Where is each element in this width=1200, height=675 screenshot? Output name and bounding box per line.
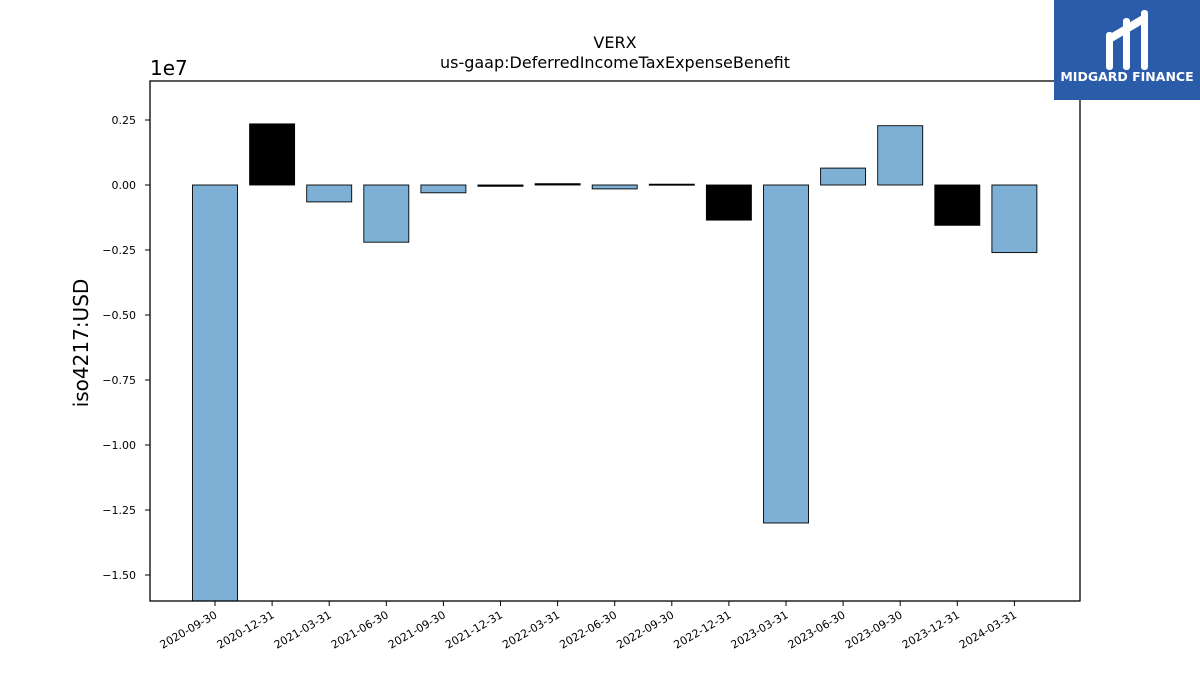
x-tick-label: 2023-09-30 bbox=[843, 608, 905, 651]
bar-2022-12-31 bbox=[705, 184, 752, 221]
x-tick-label: 2023-03-31 bbox=[729, 608, 791, 651]
bar-2021-12-31 bbox=[477, 184, 524, 187]
bar-2020-09-30 bbox=[192, 184, 238, 602]
x-tick-label: 2022-09-30 bbox=[614, 608, 676, 651]
x-tick-label: 2023-06-30 bbox=[786, 608, 848, 651]
bar-2020-12-31 bbox=[249, 123, 296, 186]
bar-2021-06-30 bbox=[363, 184, 410, 243]
x-tick-label: 2020-09-30 bbox=[158, 608, 220, 651]
y-tick-label: 0.25 bbox=[112, 114, 137, 127]
x-tick-label: 2021-12-31 bbox=[443, 608, 505, 651]
y-axis-label: iso4217:USD bbox=[69, 279, 93, 408]
x-tick-label: 2024-03-31 bbox=[957, 608, 1019, 651]
x-tick-label: 2021-09-30 bbox=[386, 608, 448, 651]
y-tick-label: −0.25 bbox=[102, 244, 136, 257]
x-tick-label: 2023-12-31 bbox=[900, 608, 962, 651]
chart-subtitle: us-gaap:DeferredIncomeTaxExpenseBenefit bbox=[440, 53, 790, 72]
bar-2023-09-30 bbox=[877, 125, 924, 186]
y-tick-label: −0.75 bbox=[102, 374, 136, 387]
bar-2022-06-30 bbox=[591, 184, 638, 190]
bar-2022-09-30 bbox=[648, 183, 695, 186]
x-tick-label: 2022-12-31 bbox=[672, 608, 734, 651]
y-tick-label: −1.50 bbox=[102, 569, 136, 582]
y-tick-label: −0.50 bbox=[102, 309, 136, 322]
y-tick-label: −1.00 bbox=[102, 439, 136, 452]
x-tick-label: 2022-03-31 bbox=[500, 608, 562, 651]
bar-2021-09-30 bbox=[420, 184, 467, 194]
logo-text: MIDGARD FINANCE bbox=[1060, 69, 1193, 84]
bar-2022-03-31 bbox=[534, 183, 581, 186]
chart-title: VERX bbox=[593, 33, 636, 52]
bar-2023-06-30 bbox=[820, 167, 867, 186]
y-tick-label: 0.00 bbox=[112, 179, 137, 192]
plot-frame bbox=[149, 80, 1081, 602]
x-tick-label: 2021-03-31 bbox=[272, 608, 334, 651]
x-tick-label: 2020-12-31 bbox=[215, 608, 277, 651]
y-tick-label: −1.25 bbox=[102, 504, 136, 517]
bar-2021-03-31 bbox=[306, 184, 353, 203]
y-axis-ticks: 0.25 0.00 −0.25 −0.50 −0.75 −1.00 −1.25 −1.50 bbox=[102, 114, 150, 582]
y-offset-label: 1e7 bbox=[150, 56, 188, 80]
bar-2023-12-31 bbox=[934, 184, 981, 226]
brand-logo: MIDGARD FINANCE bbox=[1054, 0, 1200, 100]
x-axis-ticks: 2020-09-302020-12-312021-03-312021-06-30… bbox=[158, 601, 1019, 652]
bar-2023-03-31 bbox=[763, 184, 809, 524]
bars-group bbox=[192, 123, 1038, 602]
x-tick-label: 2021-06-30 bbox=[329, 608, 391, 651]
x-tick-label: 2022-06-30 bbox=[557, 608, 619, 651]
bar-2024-03-31 bbox=[991, 184, 1038, 254]
logo-mark-icon bbox=[1106, 10, 1148, 70]
